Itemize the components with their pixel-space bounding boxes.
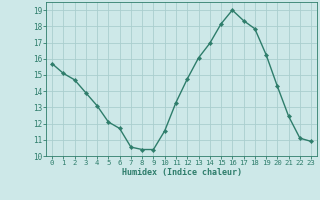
X-axis label: Humidex (Indice chaleur): Humidex (Indice chaleur) xyxy=(122,168,242,177)
